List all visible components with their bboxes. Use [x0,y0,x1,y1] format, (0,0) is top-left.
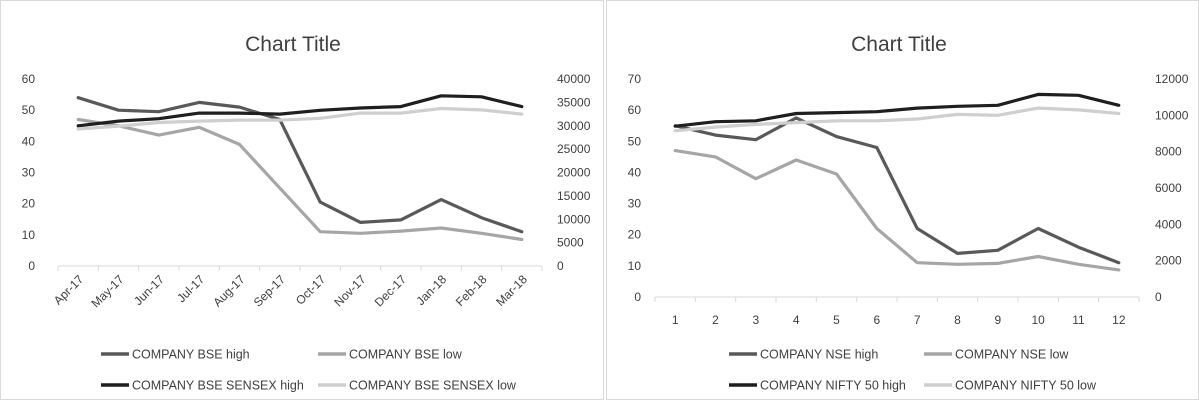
x-tick-label: 5 [833,313,840,327]
chart-panel-nse: Chart Title 0 10 20 30 40 50 60 70 0 2000 4000 6000 8… [606,0,1199,400]
x-tick-label: 4 [793,313,800,327]
x-tick-label: Nov-17 [331,272,368,309]
y-right-tick-label: 8000 [1155,145,1182,159]
legend-label-2: COMPANY NSE low [955,348,1069,362]
series-line-3 [76,94,524,128]
chart-title: Chart Title [245,33,341,56]
series-line-1 [673,116,1121,265]
legend-label-4: COMPANY NIFTY 50 low [955,379,1097,393]
y-left-tick-label: 10 [628,259,642,273]
legend-label-2: COMPANY BSE low [349,348,463,362]
y-left-tick-label: 20 [628,228,642,242]
y-left-tick-label: 50 [22,103,36,117]
x-tick-label: Apr-17 [51,272,87,308]
y-right-tick-label: 35000 [557,95,591,109]
y-left-tick-label: 60 [628,103,642,117]
x-tick-label: 2 [712,313,719,327]
legend-label-3: COMPANY BSE SENSEX high [132,379,304,393]
x-tick-label: Jan-18 [413,272,449,308]
x-tick-label: May-17 [88,272,126,310]
y-right-tick-label: 10000 [557,212,591,226]
y-left-tick-label: 70 [628,72,642,86]
x-tick-label: Mar-18 [493,272,530,309]
chart-bse: Chart Title 0 10 20 30 40 50 60 0 5000 10000 15000 2… [22,33,591,393]
series-line-4 [76,106,524,131]
series-line-1 [76,96,524,234]
series-line-2 [76,117,524,242]
x-tick-label: 11 [1072,313,1085,327]
legend-label-1: COMPANY BSE high [132,348,250,362]
y-right-tick-label: 5000 [557,236,584,250]
y-right-tick-label: 30000 [557,119,591,133]
x-tick-label: 10 [1031,313,1045,327]
x-tick-label: Feb-18 [453,272,490,309]
x-tick-label: 6 [873,313,880,327]
y-right-tick-label: 0 [1155,290,1162,304]
y-right-tick-label: 25000 [557,142,591,156]
y-right-tick-label: 40000 [557,72,591,86]
x-tick-label: 7 [914,313,921,327]
legend-label-3: COMPANY NIFTY 50 high [760,379,906,393]
y-left-tick-label: 10 [22,228,36,242]
chart-panel-bse: Chart Title 0 10 20 30 40 50 60 0 5000 10000 15000 2… [0,0,604,400]
chart-title: Chart Title [851,33,947,56]
y-left-tick-label: 50 [628,134,642,148]
series-line-4 [673,106,1121,133]
x-tick-label: Jun-17 [131,272,167,308]
x-tick-label: 3 [752,313,759,327]
x-tick-label: 1 [672,313,679,327]
y-left-tick-label: 20 [22,197,36,211]
x-tick-label: 9 [994,313,1001,327]
y-right-tick-label: 10000 [1155,108,1189,122]
legend-label-4: COMPANY BSE SENSEX low [349,379,517,393]
legend-label-1: COMPANY NSE high [760,348,878,362]
y-left-tick-label: 0 [28,259,35,273]
y-left-tick-label: 40 [22,134,36,148]
y-right-tick-label: 6000 [1155,181,1182,195]
x-tick-label: Sep-17 [251,272,288,309]
x-tick-label: Aug-17 [210,272,247,309]
x-tick-label: 8 [954,313,961,327]
y-right-tick-label: 2000 [1155,254,1182,268]
y-left-tick-label: 0 [634,290,641,304]
series-line-3 [673,92,1121,128]
y-right-tick-label: 20000 [557,166,591,180]
y-left-tick-label: 60 [22,72,36,86]
x-tick-label: 12 [1112,313,1126,327]
y-left-tick-label: 40 [628,165,642,179]
x-tick-label: Oct-17 [293,272,329,308]
y-left-tick-label: 30 [628,197,642,211]
y-right-tick-label: 0 [557,259,564,273]
series-line-2 [673,149,1121,272]
chart-nse: Chart Title 0 10 20 30 40 50 60 70 0 2000 4000 6000 8… [628,33,1189,393]
x-tick-label: Jul-17 [174,272,207,305]
y-left-tick-label: 30 [22,166,36,180]
x-tick-label: Dec-17 [372,272,409,309]
y-right-tick-label: 4000 [1155,217,1182,231]
y-right-tick-label: 12000 [1155,72,1189,86]
y-right-tick-label: 15000 [557,189,591,203]
